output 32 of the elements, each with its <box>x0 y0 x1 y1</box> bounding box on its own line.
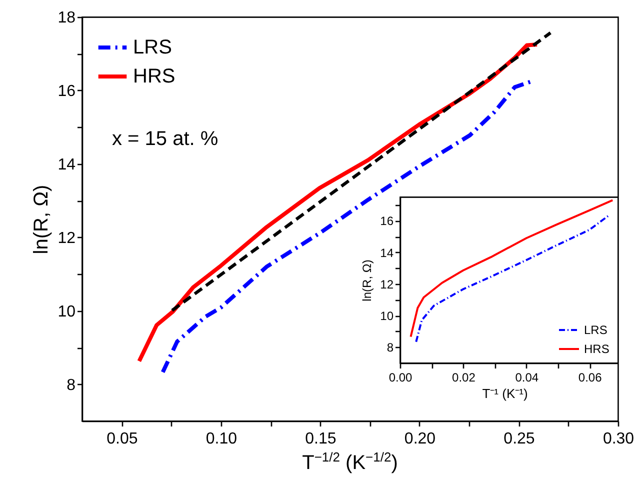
x-tick-label: 0.15 <box>305 430 336 448</box>
x-tick-label: 0.30 <box>602 430 634 448</box>
y-tick-label: 14 <box>380 246 394 260</box>
y-tick-label: 12 <box>380 277 394 292</box>
legend-label: HRS <box>133 66 176 88</box>
y-tick-label: 16 <box>380 214 394 228</box>
y-axis-title: ln(R, Ω) <box>360 260 374 302</box>
x-tick-label: 0.20 <box>404 430 436 448</box>
y-tick-label: 16 <box>58 82 76 100</box>
y-tick-label: 18 <box>58 10 76 26</box>
legend-label: LRS <box>133 36 172 58</box>
y-tick-label: 12 <box>58 230 76 247</box>
x-tick-label: 0.10 <box>206 430 238 448</box>
line-series <box>415 214 610 343</box>
x-axis-title: T⁻¹ (K⁻¹) <box>482 385 528 402</box>
x-tick-label: 0.05 <box>106 430 138 448</box>
y-tick-label: 10 <box>380 309 394 324</box>
x-tick-label: 0.04 <box>515 370 539 384</box>
y-axis-title: ln(R, Ω) <box>30 184 53 254</box>
legend-label: LRS <box>584 323 608 337</box>
y-tick-label: 10 <box>58 303 76 320</box>
x-tick-label: 0.25 <box>504 430 535 448</box>
annotation: x = 15 at. % <box>112 128 218 151</box>
x-tick-label: 0.00 <box>388 370 412 384</box>
y-tick-label: 8 <box>386 340 394 355</box>
y-tick-label: 14 <box>58 156 76 174</box>
x-axis-title: T$^{−1/2}$ (K$^{−1/2}$) <box>302 449 398 475</box>
legend-label: HRS <box>584 342 610 356</box>
y-tick-label: 8 <box>66 376 76 394</box>
line-series <box>410 199 614 338</box>
x-tick-label: 0.02 <box>452 370 476 384</box>
x-tick-label: 0.06 <box>578 370 602 384</box>
